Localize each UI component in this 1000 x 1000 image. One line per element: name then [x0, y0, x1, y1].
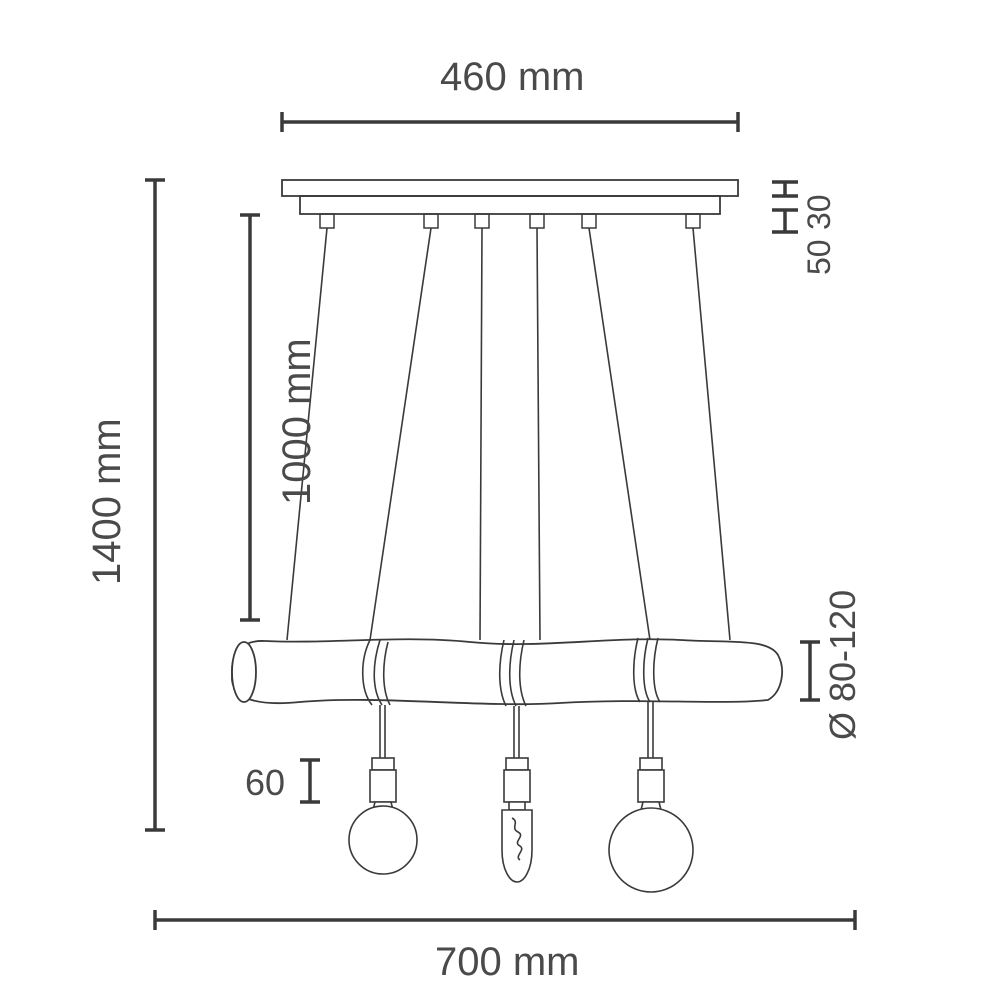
dim-socket-label: 60 [245, 762, 285, 803]
ceiling-canopy [282, 180, 738, 214]
dim-bottom-label: 700 mm [435, 940, 580, 984]
dim-top-460 [282, 112, 738, 132]
dim-top-label: 460 mm [440, 55, 585, 99]
technical-drawing: 30 50 [0, 0, 1000, 1000]
lamp-sockets [370, 758, 664, 802]
dim-1000-label: 1000 mm [275, 338, 319, 505]
dim-beam-dia [800, 642, 820, 700]
dim-beam-label: Ø 80-120 [822, 590, 863, 740]
canopy-dim-marks [772, 182, 798, 232]
bulb-globe-left [349, 802, 417, 874]
canopy-50-label: 50 [801, 239, 837, 275]
dim-bottom-700 [155, 910, 855, 930]
bulb-globe-right [609, 802, 693, 892]
dim-1400-label: 1400 mm [85, 418, 129, 585]
pendant-cords [380, 702, 653, 758]
dim-left-1400 [145, 180, 165, 830]
wooden-beam [232, 639, 782, 704]
suspension-cables [287, 228, 730, 640]
canopy-anchors [320, 214, 700, 228]
canopy-30-label: 30 [801, 194, 837, 230]
dim-left-1000 [240, 215, 260, 620]
bulb-edison-middle [502, 802, 532, 882]
bulbs [349, 802, 693, 892]
dim-socket-60 [300, 760, 320, 802]
